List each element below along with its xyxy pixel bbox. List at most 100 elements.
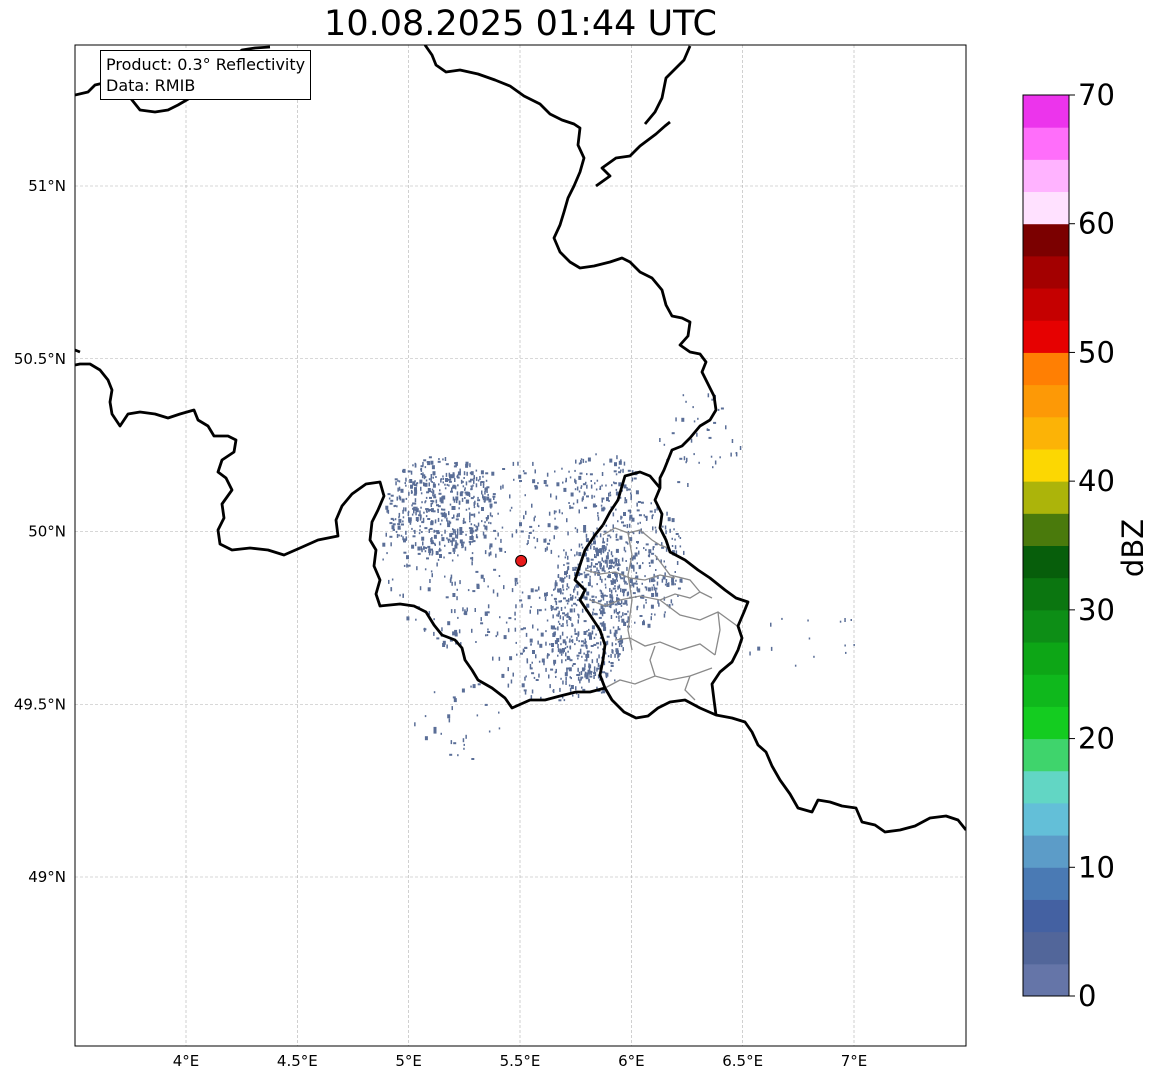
echo-pixel [471,758,475,760]
echo-pixel [456,534,459,539]
echo-pixel [473,479,475,484]
echo-pixel [484,613,488,616]
echo-pixel [462,543,464,548]
echo-pixel [636,562,638,565]
echo-pixel [519,480,522,482]
lon-tick-label: 7°E [841,1052,868,1070]
echo-pixel [485,517,489,519]
echo-pixel [425,515,428,518]
echo-pixel [623,461,626,466]
echo-pixel [633,582,637,585]
echo-pixel [530,643,532,646]
echo-pixel [584,663,586,668]
echo-pixel [671,545,674,547]
echo-pixel [617,626,620,631]
echo-pixel [651,552,655,555]
echo-pixel [749,651,751,656]
echo-pixel [464,487,466,490]
echo-pixel [444,529,446,534]
echo-pixel [618,619,620,622]
echo-pixel [609,458,613,463]
echo-pixel [470,523,473,526]
echo-pixel [592,531,595,536]
echo-pixel [655,529,657,534]
echo-pixel [402,520,404,523]
colorbar-bin [1023,738,1069,772]
echo-pixel [528,534,530,539]
echo-pixel [451,487,453,492]
echo-pixel [578,552,582,557]
echo-pixel [585,481,587,484]
echo-pixel [525,675,527,678]
echo-pixel [391,525,395,530]
echo-pixel [553,631,555,636]
echo-pixel [586,557,590,560]
echo-pixel [530,695,533,700]
echo-pixel [664,611,666,614]
echo-pixel [409,522,412,525]
echo-pixel [576,674,580,676]
echo-pixel [591,625,595,630]
echo-pixel [586,591,590,596]
echo-pixel [592,611,594,616]
echo-pixel [464,497,466,499]
echo-pixel [564,571,567,576]
echo-pixel [419,525,421,528]
echo-pixel [712,466,714,469]
echo-pixel [519,599,523,602]
echo-pixel [427,587,431,592]
echo-pixel [448,520,451,525]
echo-pixel [581,676,584,679]
echo-pixel [719,456,721,459]
echo-pixel [563,699,566,702]
echo-pixel [536,486,539,489]
echo-pixel [466,499,470,504]
echo-pixel [590,568,592,573]
echo-pixel [529,525,533,528]
echo-pixel [626,620,628,623]
echo-pixel [452,528,455,533]
echo-pixel [616,579,618,582]
echo-pixel [608,605,611,608]
echo-pixel [574,572,576,576]
echo-pixel [428,482,430,487]
echo-pixel [411,544,415,549]
echo-pixel [591,595,595,598]
echo-pixel [626,620,630,623]
echo-pixel [591,494,593,499]
echo-pixel [395,481,397,486]
echo-pixel [686,457,688,462]
echo-pixel [585,538,589,543]
echo-pixel [415,517,419,521]
echo-pixel [588,628,590,631]
echo-pixel [632,592,636,595]
echo-pixel [569,593,572,596]
echo-pixel [617,563,621,566]
echo-pixel [643,619,645,624]
echo-pixel [466,607,468,612]
echo-pixel [562,481,564,484]
echo-pixel [500,485,502,490]
echo-pixel [662,575,666,580]
echo-pixel [391,578,394,581]
echo-pixel [568,502,570,504]
lon-tick-label: 4.5°E [277,1052,318,1070]
echo-pixel [530,588,534,593]
echo-pixel [449,478,452,481]
echo-pixel [570,596,573,601]
echo-pixel [628,523,631,528]
echo-pixel [589,675,593,678]
echo-pixel [553,535,555,540]
echo-pixel [448,511,450,516]
echo-pixel [557,648,560,653]
echo-pixel [480,574,484,579]
echo-pixel [586,650,590,653]
echo-pixel [437,558,440,561]
echo-pixel [452,631,456,636]
echo-pixel [608,565,612,569]
echo-pixel [435,476,437,478]
echo-pixel [559,588,562,590]
echo-pixel [446,517,448,522]
echo-pixel [450,540,453,543]
echo-pixel [606,497,609,502]
